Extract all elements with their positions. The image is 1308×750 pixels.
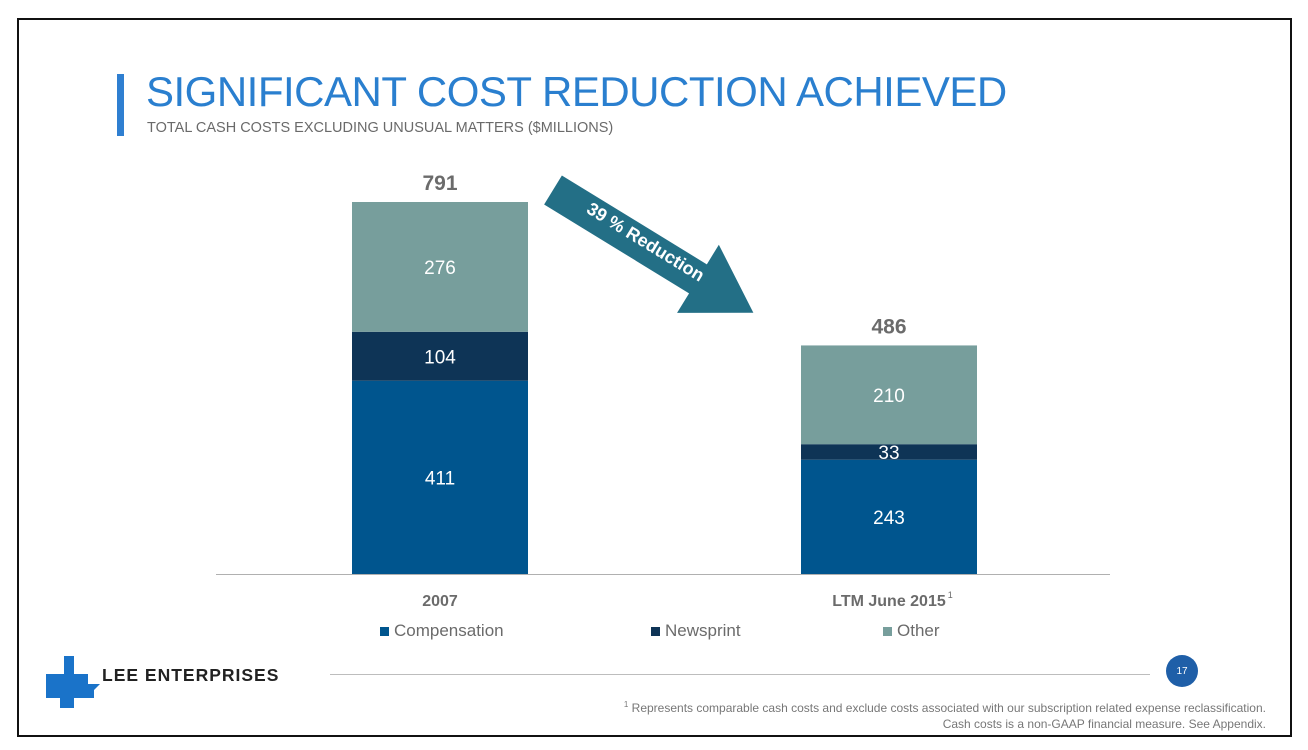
footnote-line-2: Cash costs is a non-GAAP financial measu… bbox=[942, 717, 1266, 731]
reduction-annotation: 39 % Reduction bbox=[583, 198, 708, 285]
legend-item-other: Other bbox=[883, 621, 940, 641]
slide-title: SIGNIFICANT COST REDUCTION ACHIEVED bbox=[146, 68, 1007, 115]
title-accent-bar bbox=[117, 74, 124, 136]
legend-label: Compensation bbox=[394, 621, 504, 640]
bar-segment-newsprint bbox=[801, 444, 977, 460]
legend-label: Other bbox=[897, 621, 940, 640]
category-label: LTM June 2015 bbox=[832, 593, 946, 610]
company-name: LEE ENTERPRISES bbox=[102, 665, 280, 685]
data-label-compensation: 411 bbox=[425, 468, 455, 489]
footnote-text-1: Represents comparable cash costs and exc… bbox=[631, 701, 1266, 715]
footnote-line-1: 1 Represents comparable cash costs and e… bbox=[624, 697, 1266, 716]
bar-segment-compensation bbox=[352, 380, 528, 574]
total-label: 791 bbox=[422, 172, 457, 195]
reduction-arrow: 39 % Reduction bbox=[544, 175, 754, 313]
page-number-badge: 17 bbox=[1166, 655, 1198, 687]
bar-segment-other bbox=[801, 345, 977, 445]
legend-swatch-compensation bbox=[380, 626, 389, 636]
category-label: 2007 bbox=[422, 593, 458, 610]
lee-enterprises-logo-icon bbox=[46, 656, 100, 708]
bar-segment-compensation bbox=[801, 459, 977, 574]
page-number: 17 bbox=[1176, 665, 1188, 677]
arrow-shape bbox=[544, 175, 754, 313]
category-superscript: 1 bbox=[948, 590, 953, 600]
legend-swatch-other bbox=[883, 626, 892, 636]
slide-frame bbox=[17, 18, 1292, 737]
data-label-newsprint: 104 bbox=[424, 347, 456, 368]
bar-segment-newsprint bbox=[352, 331, 528, 381]
data-label-newsprint: 33 bbox=[878, 443, 899, 464]
data-label-other: 276 bbox=[424, 258, 456, 279]
bar-segment-other bbox=[352, 202, 528, 332]
legend-item-compensation: Compensation bbox=[380, 621, 504, 641]
bars-group: 411 104 276 791 2007 243 33 210 486 LTM June 2015… bbox=[352, 172, 977, 610]
footnote: 1 Represents comparable cash costs and e… bbox=[624, 697, 1266, 732]
legend-label: Newsprint bbox=[665, 621, 741, 640]
footnote-marker: 1 bbox=[623, 700, 629, 709]
slide-subtitle: TOTAL CASH COSTS EXCLUDING UNUSUAL MATTE… bbox=[147, 120, 614, 136]
data-label-compensation: 243 bbox=[873, 508, 905, 529]
total-label: 486 bbox=[871, 315, 906, 338]
data-label-other: 210 bbox=[873, 386, 905, 407]
legend-swatch-newsprint bbox=[651, 626, 660, 636]
legend-item-newsprint: Newsprint bbox=[651, 621, 741, 641]
footer-divider bbox=[330, 674, 1150, 675]
